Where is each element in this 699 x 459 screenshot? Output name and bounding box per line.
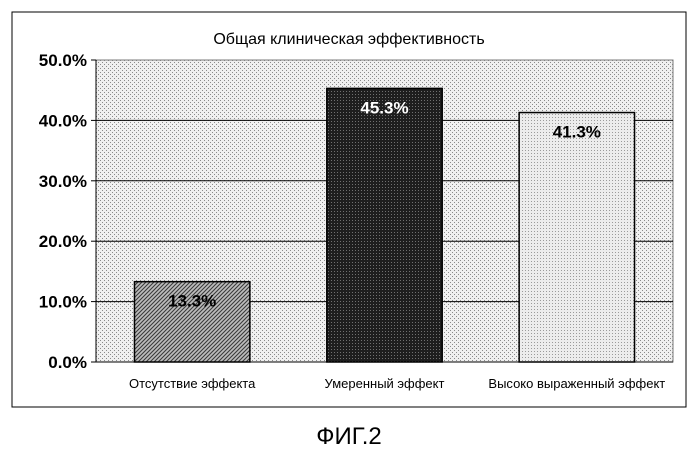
figure-caption: ФИГ.2	[316, 423, 382, 450]
bar-value-label: 45.3%	[360, 98, 408, 117]
x-axis-labels: Отсутствие эффекта Умеренный эффект Высоко…	[129, 376, 665, 391]
bar	[133, 280, 251, 363]
y-tick-label: 30.0%	[39, 172, 87, 191]
y-tick-label: 10.0%	[39, 293, 87, 312]
x-category-label: Высоко выраженный эффект	[488, 376, 665, 391]
y-tick-label: 20.0%	[39, 232, 87, 251]
x-category-label: Умеренный эффект	[325, 376, 445, 391]
bars: 13.3% 45.3% 41.3%	[133, 87, 636, 363]
y-tick-label: 0.0%	[48, 353, 87, 372]
bar	[326, 87, 443, 363]
x-category-label: Отсутствие эффекта	[129, 376, 256, 391]
bar-value-label: 13.3%	[168, 292, 216, 311]
y-tick-label: 50.0%	[39, 51, 87, 70]
y-tick-label: 40.0%	[39, 111, 87, 130]
bar-value-label: 41.3%	[553, 123, 601, 142]
bar	[518, 111, 636, 363]
chart-title: Общая клиническая эффективность	[213, 31, 484, 48]
